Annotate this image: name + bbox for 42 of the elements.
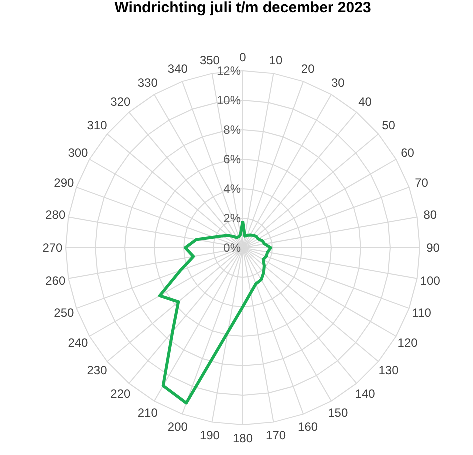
spoke-label: 330 bbox=[138, 76, 158, 90]
spoke-label: 320 bbox=[110, 95, 132, 110]
spoke-label: 60 bbox=[401, 146, 415, 160]
spoke-label: 120 bbox=[398, 336, 418, 350]
spoke-label: 240 bbox=[68, 336, 89, 350]
spoke-label: 70 bbox=[415, 176, 429, 190]
y-tick-label: 6% bbox=[224, 152, 242, 166]
spoke-label: 0 bbox=[240, 50, 247, 65]
spoke-label: 40 bbox=[358, 95, 372, 110]
spoke-label: 130 bbox=[378, 363, 400, 378]
spoke-label: 110 bbox=[412, 306, 432, 320]
spoke-label: 210 bbox=[138, 406, 158, 420]
spoke-label: 170 bbox=[266, 428, 286, 442]
spoke-label: 30 bbox=[331, 76, 346, 90]
spoke-label: 300 bbox=[68, 146, 89, 160]
y-tick-label: 0% bbox=[224, 241, 242, 255]
spoke-label: 280 bbox=[46, 208, 66, 222]
y-tick-label: 4% bbox=[224, 182, 242, 196]
spoke-label: 140 bbox=[355, 386, 376, 401]
y-tick-label: 2% bbox=[224, 212, 242, 226]
spoke-label: 260 bbox=[46, 274, 66, 288]
spoke-label: 10 bbox=[269, 54, 284, 68]
spoke-label: 160 bbox=[298, 420, 318, 434]
spoke-label: 150 bbox=[328, 406, 348, 420]
y-tick-label: 8% bbox=[224, 123, 242, 137]
spoke-label: 310 bbox=[87, 118, 108, 133]
chart-title: Windrichting juli t/m december 2023 bbox=[114, 0, 372, 17]
y-tick-label: 10% bbox=[216, 94, 242, 108]
spoke-label: 250 bbox=[54, 306, 75, 320]
spoke-label: 220 bbox=[110, 386, 132, 401]
spoke-label: 270 bbox=[42, 241, 64, 255]
spoke-label: 50 bbox=[382, 118, 396, 133]
spoke-label: 90 bbox=[426, 241, 440, 255]
spoke-label: 230 bbox=[87, 363, 108, 378]
spoke-label: 80 bbox=[424, 208, 438, 222]
spoke-label: 200 bbox=[168, 420, 188, 434]
spoke-label: 340 bbox=[168, 62, 188, 76]
spoke-label: 20 bbox=[301, 62, 316, 76]
spoke-label: 290 bbox=[54, 176, 75, 190]
spoke-label: 100 bbox=[420, 274, 441, 288]
spoke-label: 180 bbox=[232, 431, 254, 446]
spoke-label: 190 bbox=[200, 428, 220, 442]
